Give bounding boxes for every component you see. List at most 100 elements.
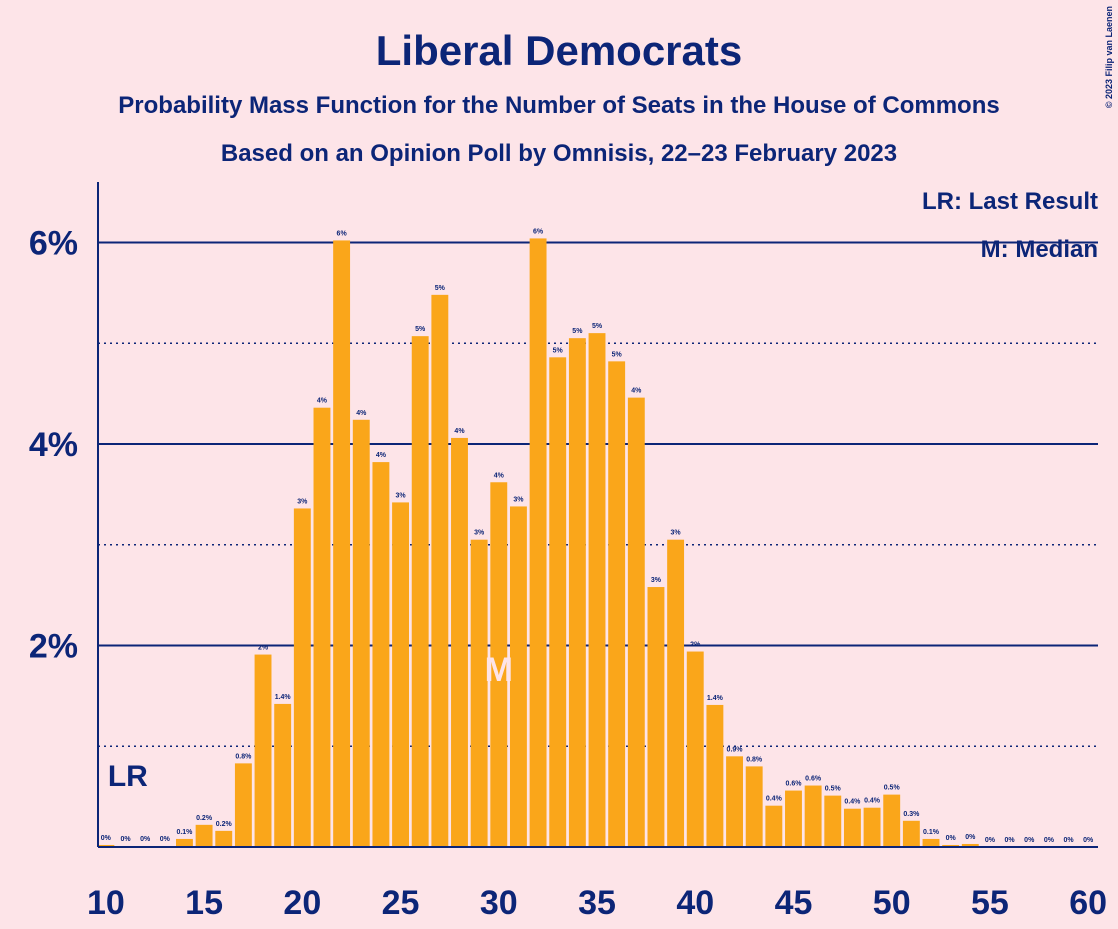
value-label: 0.6% xyxy=(785,781,802,788)
bar xyxy=(451,437,468,847)
median-marker: M xyxy=(485,651,513,689)
value-label: 3% xyxy=(395,492,406,499)
value-label: 5% xyxy=(553,347,564,354)
value-label: 3% xyxy=(651,577,662,584)
bar xyxy=(293,508,311,847)
value-label: 1.4% xyxy=(707,695,724,702)
y-tick-label: 6% xyxy=(29,224,78,262)
bar xyxy=(549,357,567,847)
value-label: 0% xyxy=(1044,837,1055,844)
x-tick-label: 25 xyxy=(382,884,420,922)
bar xyxy=(431,294,449,847)
value-label: 0.1% xyxy=(923,829,940,836)
x-tick-label: 40 xyxy=(676,884,714,922)
value-label: 0.3% xyxy=(903,811,920,818)
bar xyxy=(726,756,743,847)
x-tick-label: 20 xyxy=(283,884,321,922)
y-tick-label: 2% xyxy=(29,627,78,665)
x-tick-label: 45 xyxy=(775,884,813,922)
bar xyxy=(175,838,193,847)
copyright: © 2023 Filip van Laenen xyxy=(1104,6,1114,108)
value-label: 0.6% xyxy=(805,776,822,783)
value-label: 4% xyxy=(317,398,328,405)
value-label: 4% xyxy=(454,428,465,435)
value-label: 0.5% xyxy=(825,786,842,793)
value-label: 0.4% xyxy=(766,796,783,803)
bar xyxy=(392,502,410,847)
x-tick-label: 35 xyxy=(578,884,616,922)
value-label: 5% xyxy=(415,326,426,333)
value-label: 0.5% xyxy=(884,785,901,792)
bar xyxy=(647,587,665,847)
bar xyxy=(352,419,370,847)
bar xyxy=(824,795,842,847)
bar xyxy=(509,506,527,847)
x-tick-label: 55 xyxy=(971,884,1009,922)
value-label: 5% xyxy=(592,323,603,330)
value-label: 3% xyxy=(513,496,524,503)
bar xyxy=(883,794,901,847)
value-label: 0.2% xyxy=(216,821,233,828)
bar xyxy=(588,333,606,847)
legend-entry: LR: Last Result xyxy=(922,188,1098,215)
bar xyxy=(97,844,115,847)
bar xyxy=(902,820,920,847)
bar xyxy=(195,824,213,847)
value-label: 4% xyxy=(494,472,505,479)
value-label: 4% xyxy=(631,388,642,395)
x-tick-label: 30 xyxy=(480,884,518,922)
bar xyxy=(667,539,685,847)
bar xyxy=(274,703,292,847)
chart-subtitle: Probability Mass Function for the Number… xyxy=(118,92,999,119)
bar xyxy=(254,654,272,847)
bar xyxy=(313,407,331,847)
bar xyxy=(765,805,783,847)
value-label: 0% xyxy=(946,835,957,842)
x-tick-label: 10 xyxy=(87,884,125,922)
value-label: 0% xyxy=(160,836,171,843)
bar xyxy=(745,766,763,847)
value-label: 5% xyxy=(572,328,583,335)
bar xyxy=(922,838,940,847)
value-label: 4% xyxy=(376,452,387,459)
value-label: 4% xyxy=(356,410,367,417)
value-label: 0% xyxy=(1005,837,1016,844)
bar xyxy=(804,785,822,847)
chart-subtitle: Based on an Opinion Poll by Omnisis, 22–… xyxy=(221,140,897,167)
bar xyxy=(785,790,802,847)
y-tick-label: 4% xyxy=(29,426,78,464)
value-label: 2% xyxy=(690,642,701,649)
value-label: 3% xyxy=(297,498,308,505)
value-label: 0.2% xyxy=(196,815,213,822)
bar xyxy=(686,651,704,847)
bar xyxy=(490,482,508,847)
x-tick-label: 60 xyxy=(1069,884,1107,922)
value-label: 6% xyxy=(337,230,348,237)
value-label: 5% xyxy=(612,351,623,358)
value-label: 0% xyxy=(120,836,131,843)
value-label: 0% xyxy=(101,835,112,842)
bar xyxy=(529,238,547,847)
bar xyxy=(843,808,861,847)
bar xyxy=(942,844,960,847)
value-label: 6% xyxy=(533,228,544,235)
bar xyxy=(627,397,645,847)
value-label: 0.1% xyxy=(176,829,193,836)
value-label: 0.4% xyxy=(864,798,881,805)
bar xyxy=(568,338,586,847)
bar xyxy=(470,539,488,847)
x-tick-label: 15 xyxy=(185,884,223,922)
value-label: 2% xyxy=(258,645,269,652)
chart-title: Liberal Democrats xyxy=(376,27,742,74)
bar xyxy=(234,763,252,847)
value-label: 0% xyxy=(1063,837,1074,844)
value-label: 0.8% xyxy=(746,756,763,763)
last-result-marker: LR xyxy=(108,760,148,793)
value-label: 0% xyxy=(140,836,151,843)
bar xyxy=(411,336,429,847)
legend-entry: M: Median xyxy=(981,236,1098,263)
value-label: 0% xyxy=(1083,837,1094,844)
value-label: 0% xyxy=(985,837,996,844)
